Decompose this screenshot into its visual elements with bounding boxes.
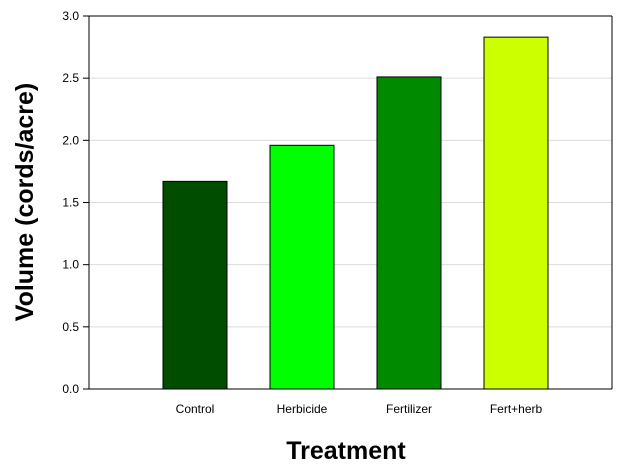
x-tick-label: Herbicide [277, 402, 328, 416]
y-tick-label: 2.5 [62, 71, 79, 85]
x-tick-label: Fert+herb [490, 402, 543, 416]
y-tick-label: 0.5 [62, 320, 79, 334]
bar-fertilizer [376, 76, 442, 390]
x-tick-label: Fertilizer [386, 402, 432, 416]
y-tick-label: 1.5 [62, 196, 79, 210]
y-tick-label: 0.0 [62, 382, 79, 396]
x-tick-label: Control [176, 402, 215, 416]
bar-control [162, 180, 228, 390]
bar-herbicide [269, 144, 335, 390]
y-tick-label: 1.0 [62, 258, 79, 272]
bar-fert-herb [483, 36, 549, 390]
x-axis-title: Treatment [286, 437, 406, 464]
bars [162, 36, 549, 390]
x-ticks: Control Herbicide Fertilizer Fert+herb [176, 402, 543, 416]
y-axis-title: Volume (cords/acre) [11, 83, 39, 322]
y-tick-label: 2.0 [62, 133, 79, 147]
y-ticks: 0.0 0.5 1.0 1.5 2.0 2.5 3.0 [62, 9, 89, 396]
y-tick-label: 3.0 [62, 9, 79, 23]
